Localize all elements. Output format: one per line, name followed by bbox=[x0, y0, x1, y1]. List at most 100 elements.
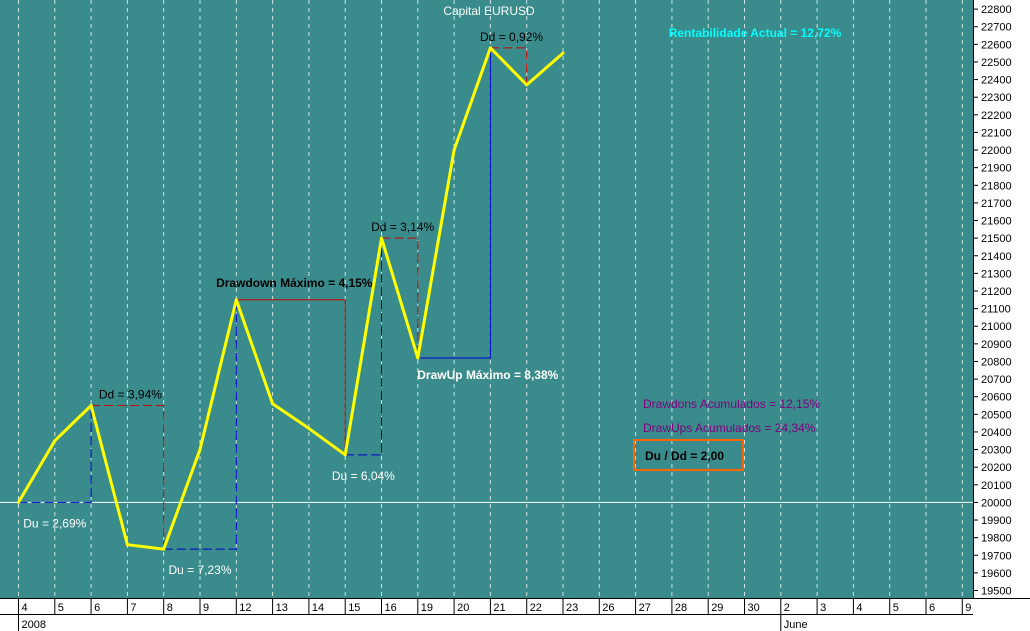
month-label: June bbox=[784, 619, 808, 631]
drawup-marker bbox=[163, 299, 237, 550]
equity-point bbox=[198, 448, 202, 452]
y-tick-label: 21900 bbox=[981, 163, 1012, 175]
equity-point bbox=[416, 356, 420, 360]
x-tick-label: 28 bbox=[675, 602, 687, 614]
y-tick-label: 22200 bbox=[981, 110, 1012, 122]
x-tick-label: 6 bbox=[929, 602, 935, 614]
y-tick-label: 19900 bbox=[981, 515, 1012, 527]
drawup-label: Du = 7,23% bbox=[168, 563, 231, 577]
equity-line bbox=[17, 46, 564, 551]
equity-point bbox=[343, 453, 347, 457]
y-tick-label: 21300 bbox=[981, 268, 1012, 280]
equity-point bbox=[125, 543, 129, 547]
y-tick-label: 20000 bbox=[981, 497, 1012, 509]
y-tick-label: 19600 bbox=[981, 568, 1012, 580]
drawdown-label: Drawdown Máximo = 4,15% bbox=[216, 276, 373, 290]
x-tick-label: 16 bbox=[385, 602, 397, 614]
y-tick-label: 22600 bbox=[981, 39, 1012, 51]
y-tick-label: 21000 bbox=[981, 321, 1012, 333]
x-tick-label: 22 bbox=[530, 602, 542, 614]
y-tick-label: 21800 bbox=[981, 180, 1012, 192]
drawdown-label: Dd = 0,92% bbox=[480, 30, 543, 44]
y-tick-label: 22000 bbox=[981, 145, 1012, 157]
y-tick-label: 21700 bbox=[981, 198, 1012, 210]
equity-point bbox=[162, 547, 166, 551]
equity-point bbox=[271, 402, 275, 406]
label-layer: Dd = 3,94% Drawdown Máximo = 4,15% Dd = 3,… bbox=[23, 30, 558, 577]
y-tick-label: 20800 bbox=[981, 356, 1012, 368]
x-tick-label: 27 bbox=[639, 602, 651, 614]
y-tick-label: 20300 bbox=[981, 445, 1012, 457]
equity-point bbox=[17, 500, 20, 504]
drawdowns-accumulated: Drawdons Acumulados = 12,15% bbox=[643, 397, 820, 411]
y-tick-label: 21200 bbox=[981, 286, 1012, 298]
x-tick-label: 29 bbox=[711, 602, 723, 614]
y-tick-label: 22500 bbox=[981, 57, 1012, 69]
x-tick-label: 4 bbox=[856, 602, 862, 614]
x-tick-label: 30 bbox=[748, 602, 760, 614]
y-tick-label: 20100 bbox=[981, 480, 1012, 492]
x-tick-label: 12 bbox=[239, 602, 251, 614]
equity-point bbox=[525, 83, 529, 87]
x-tick-label: 4 bbox=[22, 602, 28, 614]
equity-point bbox=[89, 404, 93, 408]
drawdown-label: Dd = 3,14% bbox=[371, 220, 434, 234]
x-tick-label: 5 bbox=[58, 602, 64, 614]
drawup-label: Du = 2,69% bbox=[23, 516, 86, 530]
y-tick-label: 20200 bbox=[981, 462, 1012, 474]
equity-point bbox=[452, 148, 456, 152]
y-tick-label: 22700 bbox=[981, 22, 1012, 34]
x-tick-label: 7 bbox=[130, 602, 136, 614]
drawup-label: DrawUp Máximo = 8,38% bbox=[417, 368, 558, 382]
x-tick-label: 26 bbox=[602, 602, 614, 614]
y-tick-label: 22400 bbox=[981, 75, 1012, 87]
drawups-accumulated: DrawUps Acumulados = 24,34% bbox=[643, 421, 816, 435]
equity-point bbox=[234, 298, 238, 302]
drawup-marker bbox=[417, 47, 491, 359]
x-tick-label: 6 bbox=[94, 602, 100, 614]
x-tick-label: 9 bbox=[203, 602, 209, 614]
drawdown-marker bbox=[91, 405, 165, 550]
y-tick-label: 20600 bbox=[981, 392, 1012, 404]
equity-point bbox=[561, 51, 565, 55]
y-tick-label: 21600 bbox=[981, 216, 1012, 228]
chart-title: Capital EURUSD bbox=[443, 4, 535, 18]
marker-layer bbox=[18, 47, 528, 550]
x-tick-label: 13 bbox=[276, 602, 288, 614]
y-tick-label: 22800 bbox=[981, 4, 1012, 16]
y-tick-label: 21400 bbox=[981, 251, 1012, 263]
y-tick-label: 21100 bbox=[981, 304, 1011, 316]
axis-layer: 4 5 6 7 8 9 12 13 14 15 16 19 20 21 22 23 26 27 28 29 30 2 3 4 5… bbox=[18, 4, 1012, 631]
ratio-annotation: Du / Dd = 2,00 bbox=[645, 449, 724, 463]
month-label: 2008 bbox=[22, 619, 46, 631]
x-tick-label: 2 bbox=[784, 602, 790, 614]
y-tick-label: 20400 bbox=[981, 427, 1012, 439]
equity-point bbox=[488, 46, 492, 50]
drawdown-marker bbox=[490, 47, 528, 85]
drawdown-marker bbox=[236, 299, 346, 455]
y-tick-label: 22100 bbox=[981, 127, 1012, 139]
y-tick-label: 20700 bbox=[981, 374, 1012, 386]
drawdown-label: Dd = 3,94% bbox=[99, 388, 162, 402]
y-tick-label: 20900 bbox=[981, 339, 1012, 351]
x-tick-label: 5 bbox=[893, 602, 899, 614]
x-tick-label: 19 bbox=[421, 602, 433, 614]
drawup-label: Du = 6,04% bbox=[332, 469, 395, 483]
y-tick-label: 19800 bbox=[981, 533, 1012, 545]
x-tick-label: 21 bbox=[493, 602, 505, 614]
equity-point bbox=[53, 439, 57, 443]
return-annotation: Rentabilidade Actual = 12,72% bbox=[669, 26, 842, 40]
y-tick-label: 22300 bbox=[981, 92, 1012, 104]
y-axis-panel bbox=[973, 0, 1030, 598]
y-tick-label: 19700 bbox=[981, 550, 1012, 562]
x-tick-label: 20 bbox=[457, 602, 469, 614]
drawup-marker bbox=[18, 405, 92, 503]
ratio-box bbox=[633, 439, 744, 471]
x-tick-label: 8 bbox=[167, 602, 173, 614]
x-tick-label: 14 bbox=[312, 602, 324, 614]
y-tick-label: 20500 bbox=[981, 409, 1012, 421]
x-tick-label: 15 bbox=[348, 602, 360, 614]
x-tick-label: 23 bbox=[566, 602, 578, 614]
y-tick-label: 21500 bbox=[981, 233, 1012, 245]
plot-background bbox=[0, 0, 973, 598]
